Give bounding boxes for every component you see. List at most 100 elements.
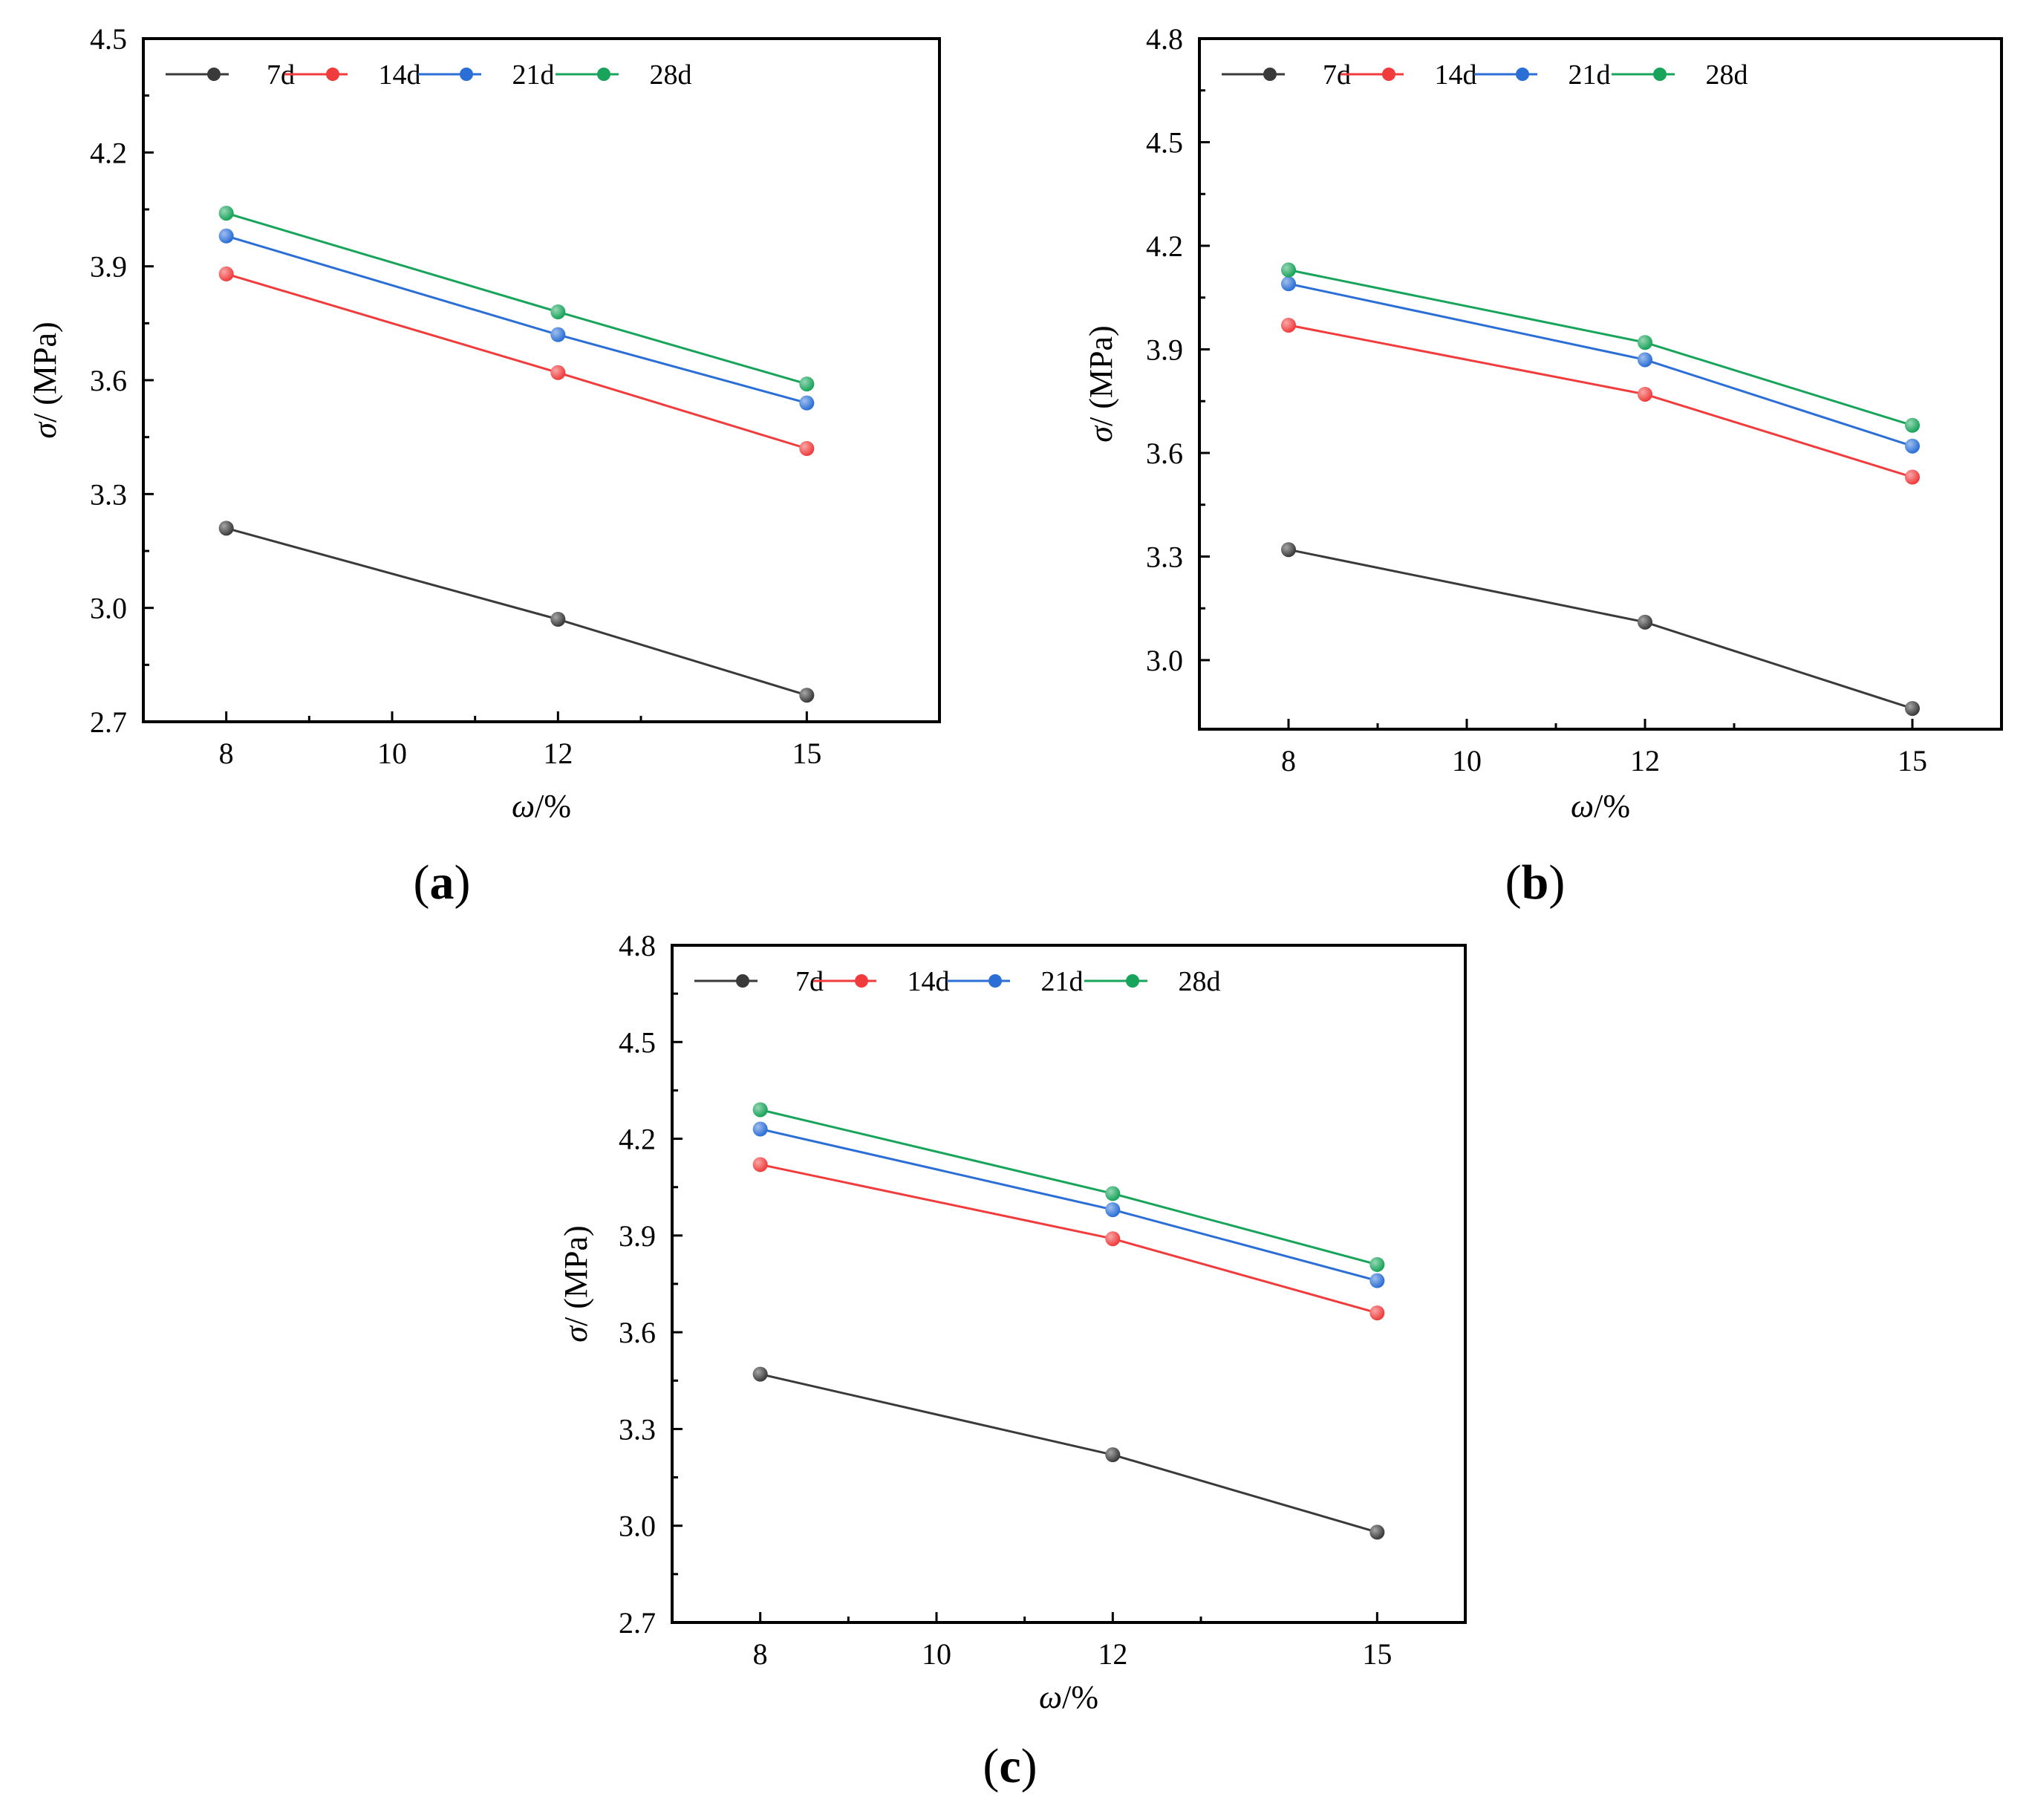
panel-label: (b) bbox=[1505, 855, 1566, 910]
panel-label: (c) bbox=[983, 1739, 1037, 1793]
data-point-highlight bbox=[550, 327, 566, 342]
legend-label-28d: 28d bbox=[650, 59, 692, 91]
y-tick-label: 3.3 bbox=[90, 477, 127, 511]
y-axis-title: σ/ (MPa) bbox=[27, 322, 63, 438]
y-tick-label: 3.0 bbox=[1146, 644, 1183, 677]
data-point-highlight bbox=[1638, 614, 1652, 630]
legend-label-14d: 14d bbox=[1435, 59, 1477, 91]
panel-paren-close: ) bbox=[455, 855, 471, 910]
x-tick-label: 8 bbox=[219, 737, 234, 770]
data-point-highlight bbox=[1369, 1524, 1385, 1540]
series-line-21d bbox=[1288, 282, 1913, 448]
panel-paren-close: ) bbox=[1548, 855, 1565, 910]
y-tick-label: 2.7 bbox=[90, 705, 127, 739]
data-point-highlight bbox=[1638, 335, 1652, 350]
data-point-highlight bbox=[1281, 262, 1296, 278]
chart-panel-c: 2.7 3.0 3.3 3.6 3.9 4.2 4.5 4.8 8 10 12 15 ω/% σ/ (MP… bbox=[558, 929, 1467, 1793]
data-point-highlight bbox=[752, 1102, 768, 1118]
x-axis-symbol: ω bbox=[1039, 1679, 1062, 1715]
y-tick-label: 4.8 bbox=[619, 929, 656, 962]
data-point-highlight bbox=[799, 376, 815, 392]
data-point-highlight bbox=[752, 1121, 768, 1137]
legend-marker-7d bbox=[736, 974, 749, 988]
data-point-highlight bbox=[550, 612, 566, 627]
data-point-highlight bbox=[218, 521, 234, 536]
legend-marker-14d bbox=[855, 974, 868, 988]
series-line-28d bbox=[760, 1109, 1378, 1266]
legend-label-28d: 28d bbox=[1706, 59, 1748, 91]
x-tick-label: 15 bbox=[792, 737, 821, 770]
x-axis-unit: /% bbox=[535, 788, 571, 824]
y-tick-label: 3.0 bbox=[90, 592, 127, 625]
x-axis-symbol: ω bbox=[512, 788, 535, 824]
data-point-highlight bbox=[550, 365, 566, 380]
legend-marker-28d bbox=[597, 68, 610, 81]
data-point-highlight bbox=[1905, 417, 1920, 433]
data-point-highlight bbox=[752, 1157, 768, 1172]
legend-label-21d: 21d bbox=[512, 59, 555, 91]
legend-marker-21d bbox=[988, 974, 1002, 988]
y-axis-title: σ/ (MPa) bbox=[1083, 325, 1119, 442]
x-tick-label: 12 bbox=[1630, 744, 1660, 777]
data-point-highlight bbox=[1105, 1447, 1121, 1463]
data-point-highlight bbox=[1105, 1186, 1121, 1201]
data-point-highlight bbox=[1369, 1305, 1385, 1321]
series-line-28d bbox=[1288, 269, 1913, 427]
y-tick-label: 4.2 bbox=[1146, 229, 1183, 263]
y-tick-label: 3.9 bbox=[90, 250, 127, 284]
legend-marker-14d bbox=[326, 68, 339, 81]
legend-label-21d: 21d bbox=[1569, 59, 1611, 91]
panel-label: (a) bbox=[414, 855, 471, 910]
data-point-highlight bbox=[1638, 352, 1652, 368]
data-point-highlight bbox=[1905, 469, 1920, 485]
y-tick-label: 3.0 bbox=[619, 1510, 656, 1543]
x-tick-label: 15 bbox=[1898, 744, 1927, 777]
y-tick-label: 3.6 bbox=[1146, 437, 1183, 470]
legend-marker-7d bbox=[1263, 68, 1277, 81]
y-tick-label: 3.9 bbox=[619, 1219, 656, 1253]
y-tick-label: 3.6 bbox=[90, 364, 127, 397]
legend-label-14d: 14d bbox=[908, 966, 950, 997]
series-line-28d bbox=[226, 212, 807, 385]
series-line-14d bbox=[1288, 324, 1913, 478]
data-point-highlight bbox=[752, 1366, 768, 1382]
y-tick-label: 4.8 bbox=[1146, 22, 1183, 56]
plot-frame bbox=[671, 944, 1467, 1624]
panel-paren-open: ( bbox=[983, 1739, 999, 1793]
data-point-highlight bbox=[1105, 1231, 1121, 1247]
x-tick-label: 10 bbox=[1452, 744, 1482, 777]
panel-letter: a bbox=[430, 855, 455, 910]
legend-label-28d: 28d bbox=[1179, 966, 1221, 997]
x-axis-unit: /% bbox=[1062, 1679, 1098, 1715]
y-axis-symbol: σ bbox=[558, 1325, 594, 1343]
data-point-highlight bbox=[1281, 317, 1296, 333]
data-point-highlight bbox=[1105, 1202, 1121, 1218]
panel-paren-open: ( bbox=[1505, 855, 1522, 910]
panel-letter: b bbox=[1522, 855, 1549, 910]
x-tick-label: 12 bbox=[1098, 1637, 1127, 1671]
y-tick-label: 4.2 bbox=[619, 1123, 656, 1156]
y-tick-label: 3.3 bbox=[619, 1412, 656, 1446]
y-tick-label: 3.9 bbox=[1146, 333, 1183, 367]
x-axis-title: ω/% bbox=[1571, 788, 1630, 824]
data-point-highlight bbox=[550, 304, 566, 319]
panel-letter: c bbox=[999, 1739, 1020, 1793]
series-line-7d bbox=[1288, 548, 1913, 710]
x-axis-unit: /% bbox=[1594, 788, 1630, 824]
legend-marker-28d bbox=[1653, 68, 1667, 81]
x-tick-label: 8 bbox=[753, 1637, 768, 1671]
data-point-highlight bbox=[1369, 1273, 1385, 1288]
data-point-highlight bbox=[1281, 542, 1296, 558]
series-line-21d bbox=[226, 235, 807, 405]
data-point-highlight bbox=[799, 688, 815, 703]
data-point-highlight bbox=[1905, 438, 1920, 454]
data-point-highlight bbox=[218, 228, 234, 244]
y-tick-label: 4.5 bbox=[619, 1025, 656, 1059]
legend-marker-21d bbox=[460, 68, 473, 81]
data-point-highlight bbox=[1905, 701, 1920, 717]
x-axis-title: ω/% bbox=[512, 788, 571, 824]
plot-frame bbox=[1198, 37, 2003, 731]
x-axis-title: ω/% bbox=[1039, 1679, 1098, 1715]
data-point-highlight bbox=[1281, 276, 1296, 292]
chart-panel-a: 2.73.03.33.63.94.24.58 10 12 15ω/%σ/ (MPa)7… bbox=[27, 22, 941, 910]
